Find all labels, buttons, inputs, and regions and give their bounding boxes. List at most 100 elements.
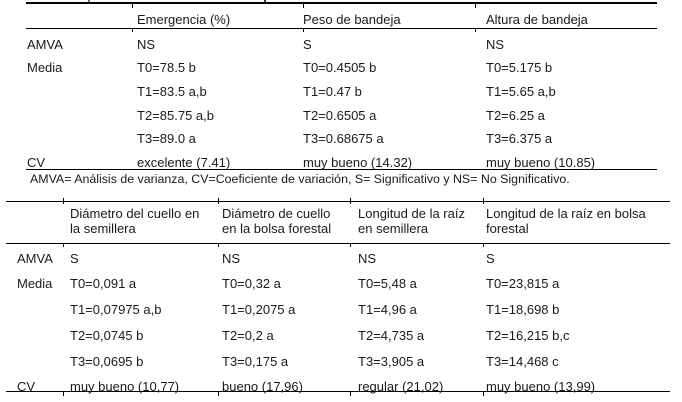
table-footnote: AMVA= Análisis de varianza, CV=Coeficien… [30,172,570,186]
column-divider-tick [218,198,219,204]
table-cell: T2=6.25 a [486,108,545,123]
header-line: Longitud de la raíz [358,206,465,221]
header-line: forestal [486,221,529,236]
column-divider-tick [63,243,64,247]
table-row-media-t3: T3=0,0695 b T3=0,175 a T3=3,905 a T3=14,… [6,347,670,372]
table-cell: T2=0,0745 b [70,328,144,343]
table-cell: muy bueno (10,77) [70,379,180,394]
column-divider-tick [303,28,304,32]
column-divider-tick [218,243,219,247]
table-cell: T1=0,07975 a,b [70,302,162,317]
table-cell: S [486,251,495,266]
table-cell: muy bueno (13,99) [486,379,596,394]
table-cell: T3=6.375 a [486,131,553,146]
table-row-media-t2: T2=85.75 a,b T2=0.6505 a T2=6.25 a [26,100,657,123]
table-cell: S [70,251,79,266]
column-divider-tick [63,198,64,204]
table-cell: NS [486,37,505,52]
table-cell: NS [222,251,241,266]
header-line: la semillera [70,221,136,236]
column-divider-tick [132,28,133,32]
column-divider-tick [350,243,351,247]
table-cell: T0=23,815 a [486,276,560,291]
table-row-cv: CV excelente (7.41) muy bueno (14.32) mu… [26,147,657,170]
table-cell: T3=89.0 a [137,131,196,146]
table-row-cv: CV muy bueno (10,77) bueno (17,96) regul… [6,372,670,394]
table-cell: T0=5,48 a [358,276,417,291]
table-row-amva: AMVA NS S NS [26,29,657,52]
table-cell: T0=0,32 a [222,276,281,291]
table-cell: T1=0,2075 a [222,302,296,317]
row-label: AMVA [17,251,53,266]
table-body: AMVA NS S NS Media T0=78.5 b T0=0.4505 b… [26,29,657,170]
row-label [26,76,132,100]
table-cell: T3=3,905 a [358,354,425,369]
table-cell: NS [358,251,377,266]
table-cell: T0=0,091 a [70,276,137,291]
column-divider-tick [483,243,484,247]
table-cell: T1=0.47 b [303,84,362,99]
column-divider-tick [350,391,351,396]
column-header-diametro-semillera: Diámetro del cuello en la semillera [63,202,218,243]
row-label: Media [27,60,63,75]
row-label: Media [17,276,53,291]
table-cell: T3=0,0695 b [70,354,144,369]
column-header-longitud-bolsa: Longitud de la raíz en bolsa forestal [483,202,670,243]
table-cell: T3=0.68675 a [303,131,384,146]
row-label [26,100,132,123]
table-cell: T1=4,96 a [358,302,417,317]
table-body: AMVA S NS NS S Media T0=0,091 a T0=0,32 … [6,244,670,394]
table-cell: T2=0.6505 a [303,108,377,123]
table-cell: T2=4,735 a [358,328,425,343]
table-row-media-t0: Media T0=78.5 b T0=0.4505 b T0=5.175 b [26,52,657,76]
table-cell: muy bueno (10.85) [486,155,596,170]
table-cell: T0=78.5 b [137,60,196,75]
table-cell: T1=5.65 a,b [486,84,556,99]
column-header-peso-bandeja: Peso de bandeja [303,12,401,27]
column-header-diametro-bolsa: Diámetro de cuello en la bolsa forestal [218,202,350,243]
column-header-empty [6,202,63,243]
column-header-emergencia: Emergencia (%) [137,12,231,27]
results-table-trays: Emergencia (%) Peso de bandeja Altura de… [26,2,657,170]
column-divider-tick [475,4,476,8]
header-line: Longitud de la raíz en bolsa [486,206,646,221]
table-row-media-t1: T1=0,07975 a,b T1=0,2075 a T1=4,96 a T1=… [6,295,670,321]
table-row-media-t2: T2=0,0745 b T2=0,2 a T2=4,735 a T2=16,21… [6,321,670,347]
row-label: AMVA [27,37,63,52]
column-divider-tick [483,391,484,396]
header-line: Diámetro de cuello [222,206,331,221]
table-cell: T0=0.4505 b [303,60,377,75]
row-label [6,347,63,372]
column-header-longitud-semillera: Longitud de la raíz en semillera [350,202,483,243]
row-label: CV [27,155,46,170]
column-divider-tick [303,4,304,8]
header-line: en la bolsa forestal [222,221,332,236]
row-label: CV [17,379,36,394]
row-label [6,321,63,347]
table-row-amva: AMVA S NS NS S [6,244,670,269]
table-cell: S [303,37,312,52]
column-divider-tick [218,391,219,396]
row-label [6,295,63,321]
results-table-diameters-roots: Diámetro del cuello en la semillera Diám… [6,201,670,394]
table-row-media-t0: Media T0=0,091 a T0=0,32 a T0=5,48 a T0=… [6,269,670,295]
table-cell: bueno (17,96) [222,379,303,394]
header-line: en semillera [358,221,429,236]
table-cell: muy bueno (14.32) [303,155,413,170]
table-cell: T0=5.175 b [486,60,553,75]
column-divider-tick [350,198,351,204]
table-row-media-t3: T3=89.0 a T3=0.68675 a T3=6.375 a [26,123,657,147]
header-line: Diámetro del cuello en [70,206,200,221]
table-row-media-t1: T1=83.5 a,b T1=0.47 b T1=5.65 a,b [26,76,657,100]
table-cell: T3=0,175 a [222,354,289,369]
column-divider-tick [63,391,64,396]
table-cell: regular (21,02) [358,379,444,394]
cropped-content-remnant [88,0,90,2]
table-cell: T2=0,2 a [222,328,274,343]
table-header-row: Diámetro del cuello en la semillera Diám… [6,202,670,244]
table-cell: T2=85.75 a,b [137,108,214,123]
table-header-row: Emergencia (%) Peso de bandeja Altura de… [26,4,657,29]
table-cell: T1=83.5 a,b [137,84,207,99]
table-cell: excelente (7.41) [137,155,231,170]
